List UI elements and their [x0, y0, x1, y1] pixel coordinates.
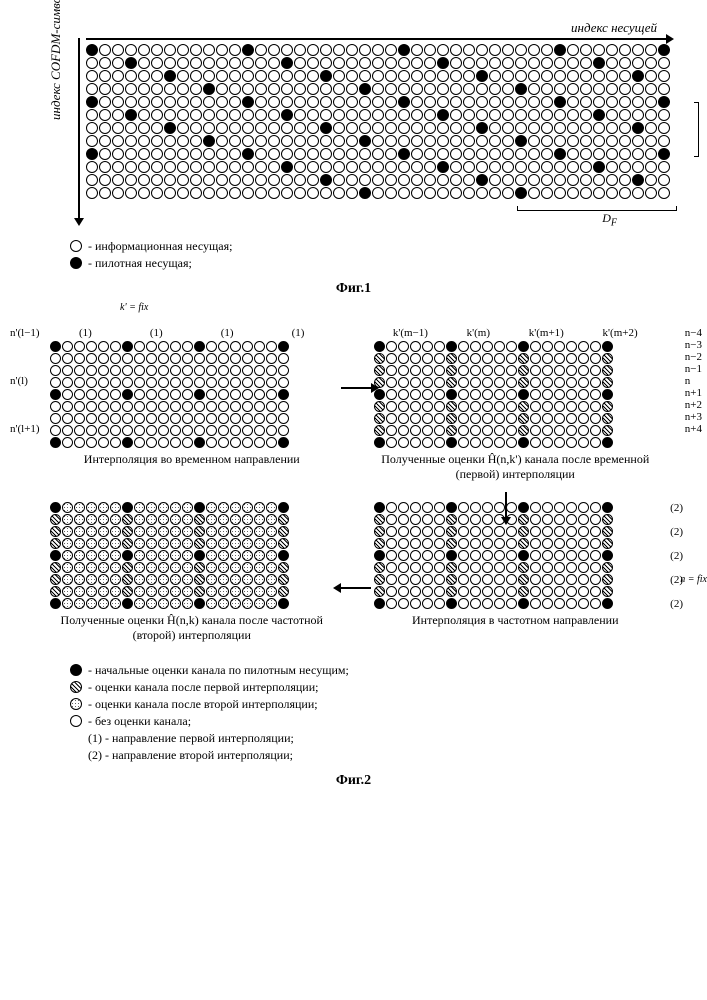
fig2-n-fix-label: n = fix: [680, 574, 707, 585]
fig2-arrow-d-to-c: [341, 587, 371, 589]
fig2-panel-b-top-labels: k'(m−1)k'(m)k'(m+1)k'(m+2): [374, 327, 658, 339]
fig1-x-axis-label: индекс несущей: [70, 20, 657, 36]
fig2-grid-c: [50, 502, 334, 609]
fig2-panel-b: k'(m−1)k'(m)k'(m+1)k'(m+2) n−4n−3n−2n−1n…: [374, 327, 658, 482]
fig2-panel-d-side-labels: (2)(2)(2)(2)(2)(2)(2)(2)(2): [670, 502, 683, 610]
fig2-grid-a: [50, 341, 334, 448]
figure-2: k' = fix (1)(1)(1)(1) n'(l−1)n'(l)n'(l+1…: [20, 327, 687, 789]
figure-1: индекс несущей индекс COFDM-символа DT D…: [20, 20, 687, 297]
fig2-k-fix-label: k' = fix: [120, 302, 148, 313]
fig2-arrow-b-to-d: [505, 492, 507, 517]
fig2-panel-d-caption: Интерполяция в частотном направлении: [374, 613, 658, 628]
fig1-dt-brace: [694, 102, 699, 157]
fig2-arrow-a-to-b: [341, 387, 371, 389]
fig2-panel-a-top-labels: (1)(1)(1)(1): [50, 327, 334, 339]
fig2-panel-a-caption: Интерполяция во временном направлении: [50, 452, 334, 467]
fig2-panel-d: (2)(2)(2)(2)(2)(2)(2)(2)(2) n = fix Инте…: [374, 502, 658, 643]
fig1-caption: Фиг.1: [20, 281, 687, 297]
fig2-grid-d: [374, 502, 658, 609]
fig2-panel-b-caption: Полученные оценки Ĥ(n,k') канала после в…: [374, 452, 658, 482]
fig1-pilot-grid: [86, 44, 687, 199]
fig2-legend-pilot: - начальные оценки канала по пилотным не…: [70, 663, 687, 678]
fig2-panel-c: Полученные оценки Ĥ(n,k) канала после ча…: [50, 502, 334, 643]
fig2-caption: Фиг.2: [20, 773, 687, 789]
fig2-legend: - начальные оценки канала по пилотным не…: [70, 663, 687, 763]
fig2-panels: k' = fix (1)(1)(1)(1) n'(l−1)n'(l)n'(l+1…: [50, 327, 657, 643]
fig1-x-axis-arrow: [86, 38, 666, 40]
fig1-df-brace: [517, 206, 677, 211]
fig1-y-axis-arrow: [78, 38, 80, 218]
fig1-legend-info: - информационная несущая;: [70, 239, 687, 254]
fig2-grid-b: [374, 341, 658, 448]
fig1-df-label: DF: [602, 211, 617, 228]
fig1-y-axis-label: индекс COFDM-символа: [48, 0, 64, 120]
fig2-legend-hatched: - оценки канала после первой интерполяци…: [70, 680, 687, 695]
fig1-legend-pilot: - пилотная несущая;: [70, 256, 687, 271]
fig2-legend-dir2: (2) - направление второй интерполяции;: [70, 748, 687, 763]
fig2-legend-empty: - без оценки канала;: [70, 714, 687, 729]
fig2-panel-b-side-labels: n−4n−3n−2n−1nn+1n+2n+3n+4: [685, 327, 702, 435]
fig2-legend-dir1: (1) - направление первой интерполяции;: [70, 731, 687, 746]
fig2-panel-a: k' = fix (1)(1)(1)(1) n'(l−1)n'(l)n'(l+1…: [50, 327, 334, 482]
fig2-legend-dotted: - оценки канала после второй интерполяци…: [70, 697, 687, 712]
fig1-legend: - информационная несущая; - пилотная нес…: [70, 239, 687, 271]
fig2-panel-c-caption: Полученные оценки Ĥ(n,k) канала после ча…: [50, 613, 334, 643]
